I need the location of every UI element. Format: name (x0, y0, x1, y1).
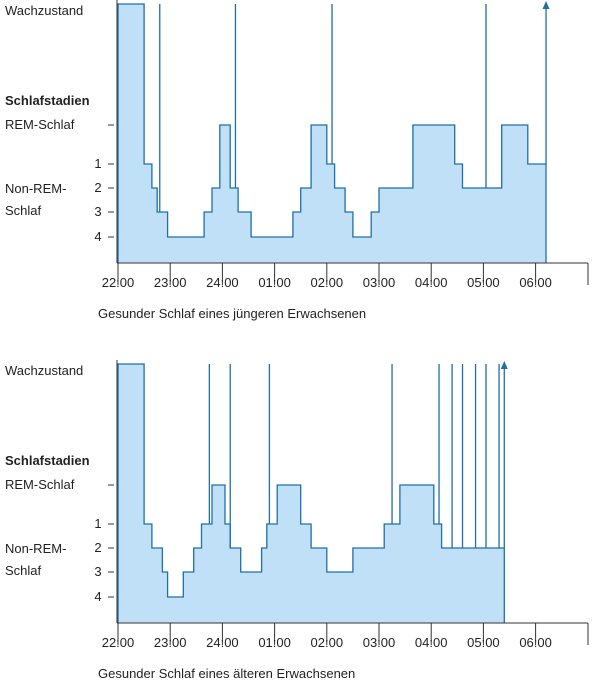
chart-caption: Gesunder Schlaf eines jüngeren Erwachsen… (98, 306, 366, 321)
label-rem-sleep: REM-Schlaf (5, 117, 75, 132)
x-tick-label: 22:00 (102, 275, 135, 290)
y-tick-label-stage-2: 2 (94, 180, 101, 195)
label-wake: Wachzustand (5, 3, 83, 18)
x-tick-label: 04:00 (415, 635, 448, 650)
x-tick-label: 02:00 (311, 635, 344, 650)
chart-caption: Gesunder Schlaf eines älteren Erwachsene… (98, 666, 355, 681)
y-tick-label-stage-4: 4 (94, 589, 101, 604)
hypnogram-area (118, 364, 505, 623)
x-tick-label: 06:00 (519, 275, 552, 290)
x-tick-label: 04:00 (415, 275, 448, 290)
x-tick-label: 05:00 (467, 275, 500, 290)
hypnogram-line (117, 363, 505, 623)
label-non-rem-line2: Schlaf (5, 203, 42, 218)
label-sleep-stages-heading: Schlafstadien (5, 93, 90, 108)
end-arrow-head (542, 1, 550, 9)
label-non-rem-line1: Non-REM- (5, 181, 66, 196)
y-tick-label-stage-2: 2 (94, 540, 101, 555)
x-tick-label: 01:00 (258, 635, 291, 650)
end-arrow-head (500, 361, 508, 369)
x-tick-label: 01:00 (258, 275, 291, 290)
hypnogram-young-adult: Wachzustand Schlafstadien REM-Schlaf Non-RE… (5, 0, 589, 321)
x-tick-label: 23:00 (154, 635, 187, 650)
label-wake: Wachzustand (5, 363, 83, 378)
x-tick-label: 03:00 (363, 275, 396, 290)
y-tick-label-stage-3: 3 (94, 564, 101, 579)
label-sleep-stages-heading: Schlafstadien (5, 453, 90, 468)
y-tick-label-stage-1: 1 (94, 156, 101, 171)
x-tick-label: 06:00 (519, 635, 552, 650)
label-rem-sleep: REM-Schlaf (5, 477, 75, 492)
x-tick-label: 05:00 (467, 635, 500, 650)
x-tick-label: 24:00 (206, 275, 239, 290)
y-tick-label-stage-3: 3 (94, 204, 101, 219)
y-tick-label-stage-4: 4 (94, 229, 101, 244)
hypnogram-area (118, 4, 546, 263)
x-tick-label: 23:00 (154, 275, 187, 290)
label-non-rem-line1: Non-REM- (5, 541, 66, 556)
hypnogram-older-adult: Wachzustand Schlafstadien REM-Schlaf Non-RE… (5, 360, 589, 681)
hypnogram-line (117, 3, 547, 263)
x-tick-label: 24:00 (206, 635, 239, 650)
label-non-rem-line2: Schlaf (5, 563, 42, 578)
x-tick-label: 02:00 (311, 275, 344, 290)
y-tick-label-stage-1: 1 (94, 516, 101, 531)
x-tick-label: 03:00 (363, 635, 396, 650)
x-tick-label: 22:00 (102, 635, 135, 650)
